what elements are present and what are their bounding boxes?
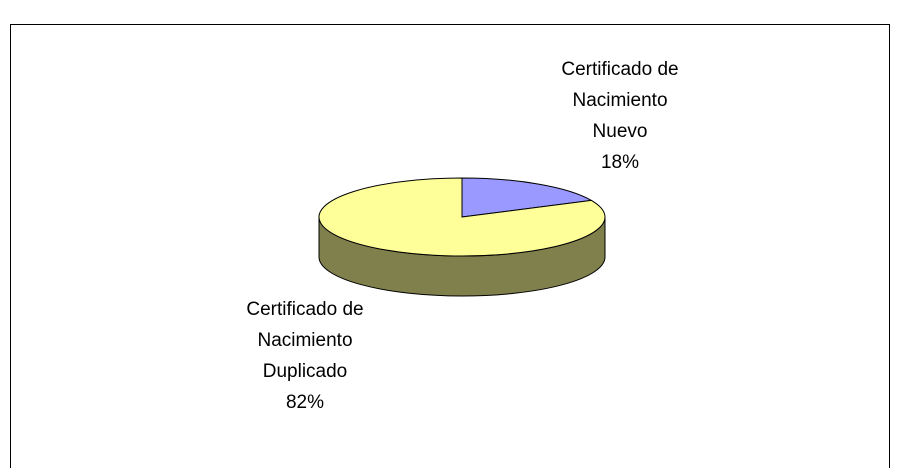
pie-slice xyxy=(318,177,606,257)
category-label: Certificado de Nacimiento Duplicado xyxy=(246,299,363,382)
pie-slice xyxy=(461,177,593,218)
value-label: 82% xyxy=(286,392,324,413)
category-label: Certificado de Nacimiento Nuevo xyxy=(561,59,678,142)
value-label: 18% xyxy=(601,152,639,173)
